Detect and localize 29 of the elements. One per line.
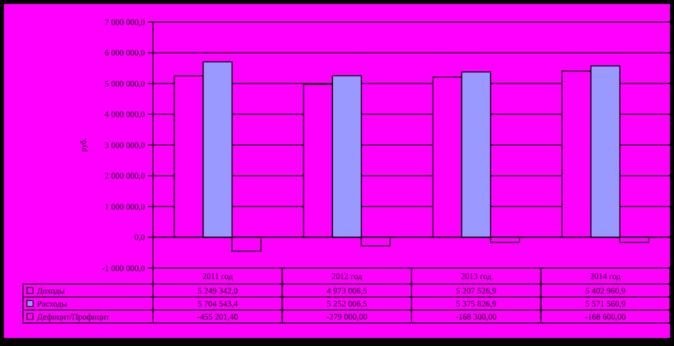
data-label: -455 201,40 (197, 311, 238, 322)
data-label: -168 600,00 (584, 311, 626, 322)
data-label: 5 375 826,9 (456, 298, 496, 308)
y-tick-label: 5 000 000,0 (104, 78, 145, 88)
data-label: 5 402 960,9 (585, 285, 626, 296)
y-tick-label: 0,0 (134, 232, 145, 242)
y-axis-title: руб. (79, 138, 88, 152)
data-label: 5 571 560,9 (585, 298, 626, 308)
data-label: -168 300,00 (456, 311, 497, 322)
y-tick-label: 6 000 000,0 (104, 48, 145, 58)
data-label: 5 704 543,4 (197, 298, 239, 308)
y-tick-label: 3 000 000,0 (104, 140, 145, 150)
legend-label: Дефицит/Профицит (37, 311, 110, 322)
x-tick-label: 2012 год (332, 270, 363, 281)
data-label: -279 000,00 (326, 311, 368, 322)
legend-label: Доходы (37, 285, 66, 296)
data-label: 5 207 526,9 (456, 285, 496, 296)
y-tick-label: -1 000 000,0 (102, 262, 145, 273)
data-label: 5 249 342,0 (197, 285, 238, 296)
y-tick-label: 4 000 000,0 (104, 109, 145, 120)
x-tick-label: 2011 год (202, 270, 234, 281)
x-tick-label: 2014 год (590, 270, 622, 281)
data-label: 4 973 006,5 (326, 285, 368, 296)
data-label: 5 252 006,5 (326, 298, 368, 308)
legend-label: Расходы (37, 298, 68, 308)
x-tick-label: 2013 год (460, 270, 492, 281)
y-tick-label: 1 000 000,0 (104, 201, 145, 212)
y-tick-label: 2 000 000,0 (104, 170, 145, 181)
y-tick-label: 7 000 000,0 (104, 16, 145, 27)
